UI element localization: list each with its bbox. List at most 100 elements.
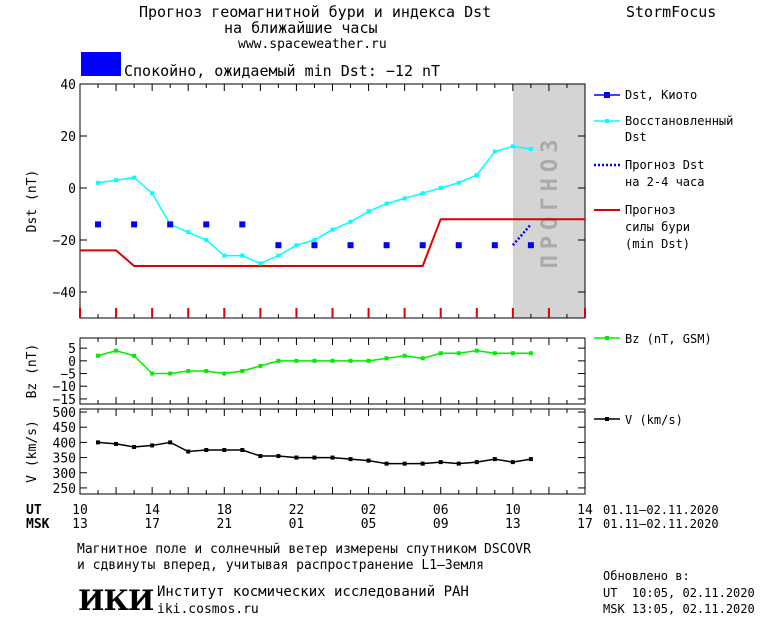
legend-kyoto-label: Dst, Киото (625, 88, 697, 102)
ut-tick-label: 10 (72, 503, 88, 518)
dst-y-axis-label: Dst (nT) (25, 170, 40, 233)
storm-forecast-line (80, 218, 585, 267)
brand-name: StormFocus (626, 3, 717, 21)
ut-axis-label: UT (26, 503, 42, 518)
speed-point (240, 447, 245, 452)
bz-point (492, 351, 497, 356)
restored-dst-point (312, 238, 317, 242)
y-tick-label: 0 (68, 182, 76, 197)
speed-point (438, 460, 443, 465)
msk-tick-label: 13 (505, 517, 521, 532)
legend-storm-label: (min Dst) (625, 237, 690, 251)
legend-forecast-label: на 2-4 часа (625, 175, 704, 189)
speed-point (420, 461, 425, 466)
speed-point (510, 460, 515, 465)
bz-point (150, 371, 155, 376)
y-tick-label: 500 (53, 406, 76, 421)
restored-dst-point (204, 238, 209, 242)
y-tick-label: 350 (53, 452, 76, 467)
speed-point (348, 457, 353, 462)
bz-y-axis-label: Bz (nT) (25, 344, 40, 399)
y-tick-label: 300 (53, 467, 76, 482)
speed-point (204, 447, 209, 452)
iki-logo: ИКИ (78, 584, 154, 617)
ut-tick-label: 14 (577, 503, 593, 518)
speed-point (456, 461, 461, 466)
speed-point (186, 449, 191, 454)
bz-panel: 50−5−10−15 Bz (nT) (25, 337, 586, 408)
legend-bz-label: Bz (nT, GSM) (625, 332, 712, 346)
y-tick-label: 5 (68, 342, 76, 357)
kyoto-dst-point (419, 242, 426, 249)
y-tick-label: −20 (53, 234, 76, 249)
restored-dst-point (276, 253, 281, 258)
bz-point (456, 351, 461, 356)
dst-plot-frame (79, 83, 586, 319)
bz-point (312, 358, 317, 363)
speed-y-axis-label: V (km/s) (25, 420, 40, 483)
legend-storm-label: силы бури (625, 220, 690, 234)
bz-point (402, 353, 407, 358)
speed-point (150, 443, 155, 448)
speed-point (222, 447, 227, 452)
restored-dst-point (222, 253, 227, 258)
bz-plot-frame (79, 337, 586, 405)
ut-tick-label: 18 (216, 503, 232, 518)
bz-point (384, 356, 389, 361)
chart-title-line1: Прогноз геомагнитной бури и индекса Dst (139, 3, 492, 21)
kyoto-dst-point (131, 221, 138, 228)
updated-msk: MSK 13:05, 02.11.2020 (603, 602, 755, 616)
bz-point (204, 369, 209, 373)
bz-point (330, 358, 335, 363)
speed-point (492, 457, 497, 462)
bz-point (168, 371, 173, 376)
kyoto-dst-point (347, 242, 354, 249)
website-link[interactable]: www.spaceweather.ru (238, 37, 387, 52)
kyoto-dst-point (383, 242, 390, 249)
restored-dst-point (528, 147, 533, 151)
msk-tick-label: 01 (289, 517, 305, 532)
restored-dst-point (420, 191, 425, 196)
restored-dst-point (114, 178, 119, 183)
bz-point (510, 351, 515, 356)
bz-point (186, 369, 191, 373)
bz-point (276, 358, 281, 363)
status-indicator (81, 52, 121, 76)
legend-restored-label: Dst (625, 130, 647, 144)
ut-tick-label: 02 (361, 503, 377, 518)
msk-tick-label: 05 (361, 517, 377, 532)
y-tick-label: 20 (60, 130, 76, 145)
legend-forecast-label: Прогноз Dst (625, 158, 704, 172)
restored-dst-point (366, 209, 371, 214)
speed-point (402, 461, 407, 466)
speed-point (114, 441, 119, 446)
status-text: Спокойно, ожидаемый min Dst: −12 nT (124, 62, 441, 80)
y-tick-label: 450 (53, 421, 76, 436)
restored-dst-point (150, 191, 155, 196)
legend-storm-label: Прогноз (625, 203, 676, 217)
speed-point (528, 457, 533, 462)
restored-dst-point (402, 196, 407, 201)
legend-restored-label: Восстановленный (625, 114, 733, 128)
kyoto-dst-point (311, 242, 318, 249)
legend-kyoto-marker (604, 92, 610, 98)
restored-dst-point (258, 261, 263, 266)
speed-point (330, 455, 335, 460)
restored-dst-point (492, 149, 497, 154)
kyoto-dst-point (95, 221, 102, 228)
bz-point (420, 356, 425, 361)
ut-tick-label: 06 (433, 503, 449, 518)
ut-date-range: 01.11–02.11.2020 (603, 503, 719, 517)
restored-dst-point (510, 144, 515, 149)
restored-dst-point (456, 180, 461, 185)
restored-dst-point (294, 243, 299, 248)
institute-url[interactable]: iki.cosmos.ru (157, 602, 259, 617)
speed-point (276, 454, 281, 459)
speed-point (384, 461, 389, 466)
msk-tick-label: 09 (433, 517, 449, 532)
forecast-zone-label: ПРОГНОЗ (538, 134, 563, 269)
speed-point (258, 454, 263, 459)
legends: Dst, Киото Восстановленный Dst Прогноз Dst н… (594, 88, 733, 427)
